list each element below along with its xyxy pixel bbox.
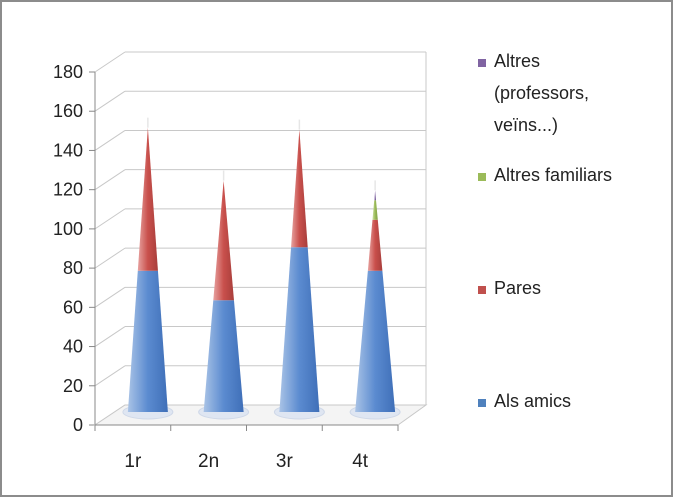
x-axis: 1r 2n 3r 4t (94, 424, 399, 472)
legend-label: veïns...) (494, 115, 558, 135)
legend: Altres (professors, veïns...) Altres famili… (478, 51, 612, 411)
legend-swatch (478, 286, 486, 294)
x-tick-label: 2n (198, 451, 219, 472)
cone-segment (355, 270, 396, 412)
gridline-side (94, 365, 126, 387)
gridline-side (94, 286, 126, 308)
cone-segment (372, 200, 378, 220)
x-tick-label: 4t (352, 451, 369, 472)
legend-item: Altres familiars (478, 165, 612, 185)
legend-label: Pares (494, 278, 541, 298)
cone-segment (279, 247, 320, 412)
cone-segment (367, 219, 383, 271)
legend-label: (professors, (494, 83, 589, 103)
cone-segment (203, 300, 244, 412)
cone-segment (291, 129, 308, 248)
legend-swatch (478, 173, 486, 181)
cone-segment (127, 270, 168, 412)
x-tick-label: 1r (124, 451, 142, 472)
legend-label: Altres familiars (494, 165, 612, 185)
gridline-side (94, 51, 126, 73)
y-tick-label: 20 (63, 376, 83, 396)
gridline-side (94, 326, 126, 347)
y-tick-label: 100 (53, 219, 83, 239)
y-tick-label: 60 (63, 297, 83, 317)
y-tick-label: 140 (53, 140, 83, 160)
legend-label: Als amics (494, 391, 571, 411)
legend-item: Altres (professors, veïns...) (478, 51, 589, 135)
cone-segment (213, 180, 234, 301)
gridline-side (94, 247, 126, 269)
gridline-side (94, 208, 126, 230)
gridline-side (94, 169, 126, 191)
x-tick-label: 3r (276, 451, 294, 472)
legend-swatch (478, 59, 486, 67)
y-tick-label: 80 (63, 258, 83, 278)
gridline-side (94, 90, 126, 112)
cone-series (122, 117, 401, 420)
legend-item: Als amics (478, 391, 571, 411)
y-axis: 0 20 40 60 80 100 120 140 160 180 (53, 62, 96, 435)
legend-label: Altres (494, 51, 540, 71)
y-tick-label: 160 (53, 101, 83, 121)
legend-swatch (478, 399, 486, 407)
gridline-side (94, 130, 126, 151)
y-tick-label: 40 (63, 337, 83, 357)
cone-segment (137, 127, 158, 271)
legend-item: Pares (478, 278, 541, 298)
y-tick-label: 0 (73, 415, 83, 435)
cone-segment (374, 190, 377, 201)
y-tick-label: 120 (53, 180, 83, 200)
y-tick-label: 180 (53, 62, 83, 82)
